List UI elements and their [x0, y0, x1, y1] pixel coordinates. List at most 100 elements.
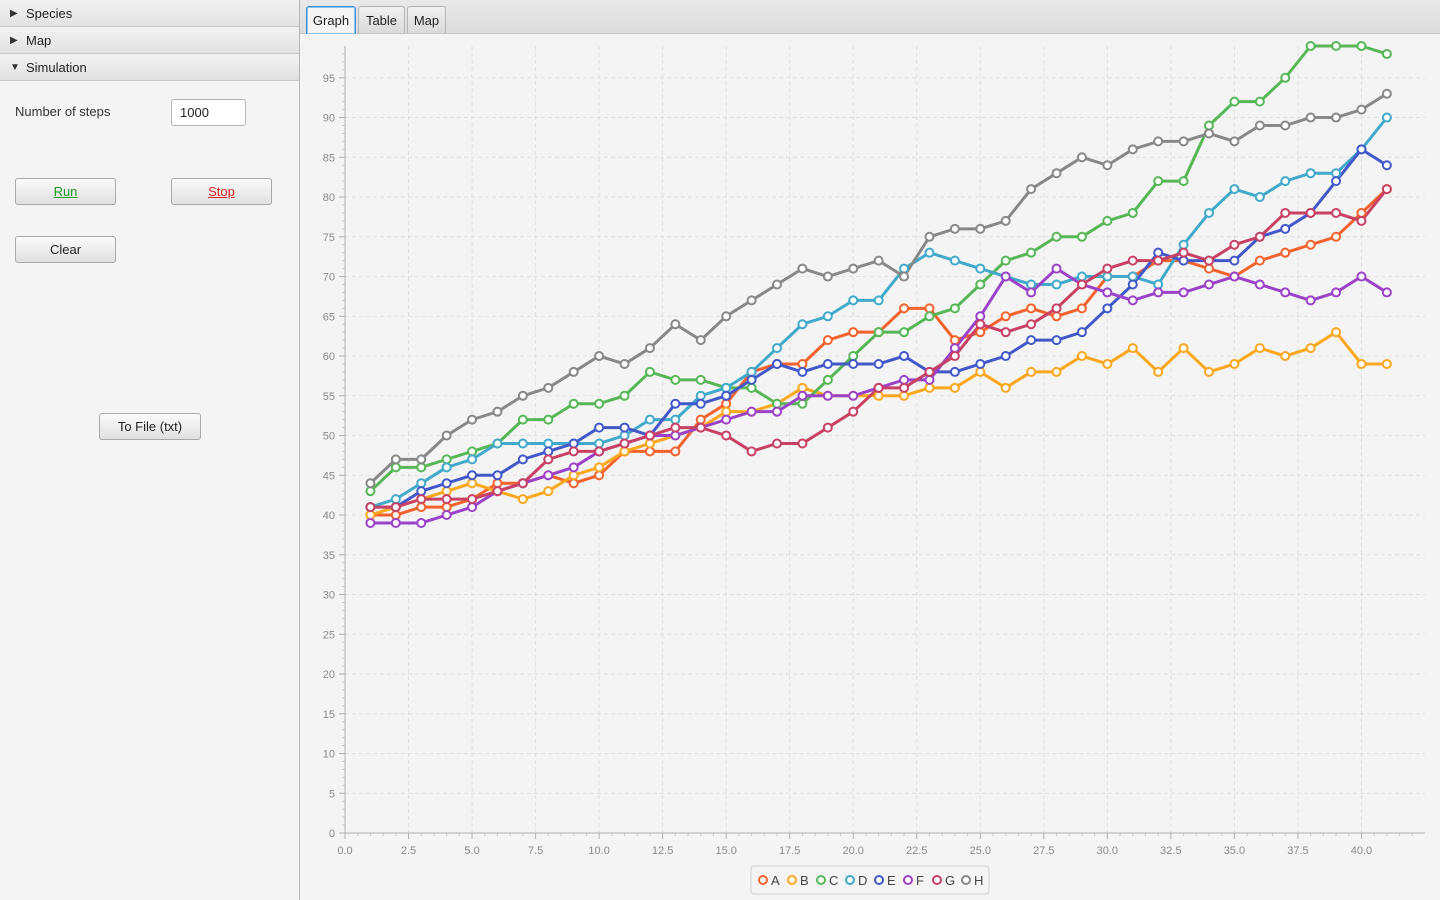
data-point-F: [721, 414, 732, 425]
data-point-A: [644, 446, 655, 457]
data-point-C: [797, 398, 808, 409]
data-point-F: [746, 406, 757, 417]
data-point-C: [416, 462, 427, 473]
data-point-G: [390, 502, 401, 513]
accordion-species[interactable]: ▶ Species: [0, 0, 299, 27]
x-tick-label: 22.5: [906, 845, 927, 857]
data-point-G: [924, 366, 935, 377]
data-point-D: [1381, 112, 1392, 123]
data-point-G: [797, 438, 808, 449]
data-point-H: [1102, 160, 1113, 171]
data-point-E: [670, 398, 681, 409]
data-point-C: [1381, 48, 1392, 59]
data-point-F: [365, 517, 376, 528]
data-point-C: [1280, 72, 1291, 83]
data-point-G: [1381, 184, 1392, 195]
legend-marker-D: [845, 875, 855, 885]
y-tick-label: 10: [323, 749, 335, 761]
data-point-C: [848, 351, 859, 362]
accordion-simulation[interactable]: ▼ Simulation: [0, 54, 299, 81]
data-point-B: [1229, 358, 1240, 369]
data-point-D: [644, 414, 655, 425]
data-point-F: [543, 470, 554, 481]
data-point-D: [695, 390, 706, 401]
data-point-A: [721, 398, 732, 409]
data-point-G: [1305, 207, 1316, 218]
tab-map[interactable]: Map: [407, 6, 446, 33]
stop-button[interactable]: Stop: [171, 178, 272, 205]
y-tick-label: 35: [323, 550, 335, 562]
y-tick-label: 20: [323, 669, 335, 681]
data-point-F: [924, 374, 935, 385]
data-point-E: [594, 422, 605, 433]
data-point-D: [873, 295, 884, 306]
data-point-D: [822, 311, 833, 322]
steps-input[interactable]: [171, 99, 246, 126]
data-point-G: [899, 382, 910, 393]
data-point-H: [467, 414, 478, 425]
data-point-E: [1381, 160, 1392, 171]
data-point-D: [1076, 271, 1087, 282]
data-point-G: [1356, 215, 1367, 226]
x-tick-label: 5.0: [464, 845, 479, 857]
run-button[interactable]: Run: [15, 178, 116, 205]
data-point-H: [1204, 128, 1214, 139]
data-point-C: [390, 462, 401, 473]
y-tick-label: 25: [323, 629, 335, 641]
data-point-B: [594, 462, 605, 473]
data-point-B: [441, 486, 452, 497]
data-point-G: [822, 422, 833, 433]
data-point-G: [1076, 279, 1087, 290]
legend-label-E: E: [887, 873, 896, 888]
data-point-D: [1204, 207, 1214, 218]
x-tick-label: 20.0: [843, 845, 864, 857]
line-chart: 0.0 2.5 5.0 7.5 10.0 12.5 15.0 17.5 20.0 22.5 25.0…: [323, 41, 1425, 895]
sidebar: ▶ Species ▶ Map ▼ Simulation Number of s…: [0, 0, 300, 900]
data-point-H: [746, 295, 757, 306]
data-point-G: [1051, 303, 1062, 314]
y-tick-label: 5: [329, 788, 335, 800]
data-point-C: [543, 414, 554, 425]
accordion-map[interactable]: ▶ Map: [0, 27, 299, 54]
tab-graph[interactable]: Graph: [306, 6, 356, 34]
data-point-B: [1356, 358, 1367, 369]
legend-marker-H: [961, 875, 971, 885]
data-point-A: [492, 478, 503, 489]
data-point-E: [746, 374, 757, 385]
tab-table[interactable]: Table: [358, 6, 405, 33]
data-point-B: [1305, 343, 1316, 354]
data-point-E: [568, 438, 579, 449]
data-point-G: [543, 454, 554, 465]
data-point-B: [1331, 327, 1342, 338]
data-point-G: [975, 319, 986, 330]
steps-label: Number of steps: [15, 104, 111, 119]
accordion-simulation-label: Simulation: [26, 59, 87, 75]
data-point-F: [1051, 263, 1062, 274]
data-point-C: [365, 486, 376, 497]
data-point-A: [924, 303, 935, 314]
data-point-G: [594, 446, 605, 457]
data-point-C: [467, 446, 478, 457]
data-point-D: [492, 438, 503, 449]
data-point-E: [975, 358, 986, 369]
data-point-A: [416, 502, 427, 513]
data-point-F: [1254, 279, 1265, 290]
to-file-button[interactable]: To File (txt): [99, 413, 201, 440]
data-point-A: [899, 303, 910, 314]
y-tick-label: 0: [329, 828, 335, 840]
data-point-H: [365, 478, 376, 489]
data-point-E: [1229, 255, 1240, 266]
data-point-B: [975, 366, 986, 377]
data-point-C: [949, 303, 960, 314]
data-point-G: [1331, 207, 1342, 218]
x-tick-label: 37.5: [1287, 845, 1308, 857]
data-point-E: [1153, 247, 1164, 258]
data-point-A: [695, 414, 706, 425]
x-tick-label: 12.5: [652, 845, 673, 857]
data-point-H: [644, 343, 655, 354]
clear-button[interactable]: Clear: [15, 236, 116, 263]
data-point-H: [1305, 112, 1316, 123]
data-point-H: [416, 454, 427, 465]
data-point-B: [1000, 382, 1011, 393]
data-point-D: [949, 255, 960, 266]
